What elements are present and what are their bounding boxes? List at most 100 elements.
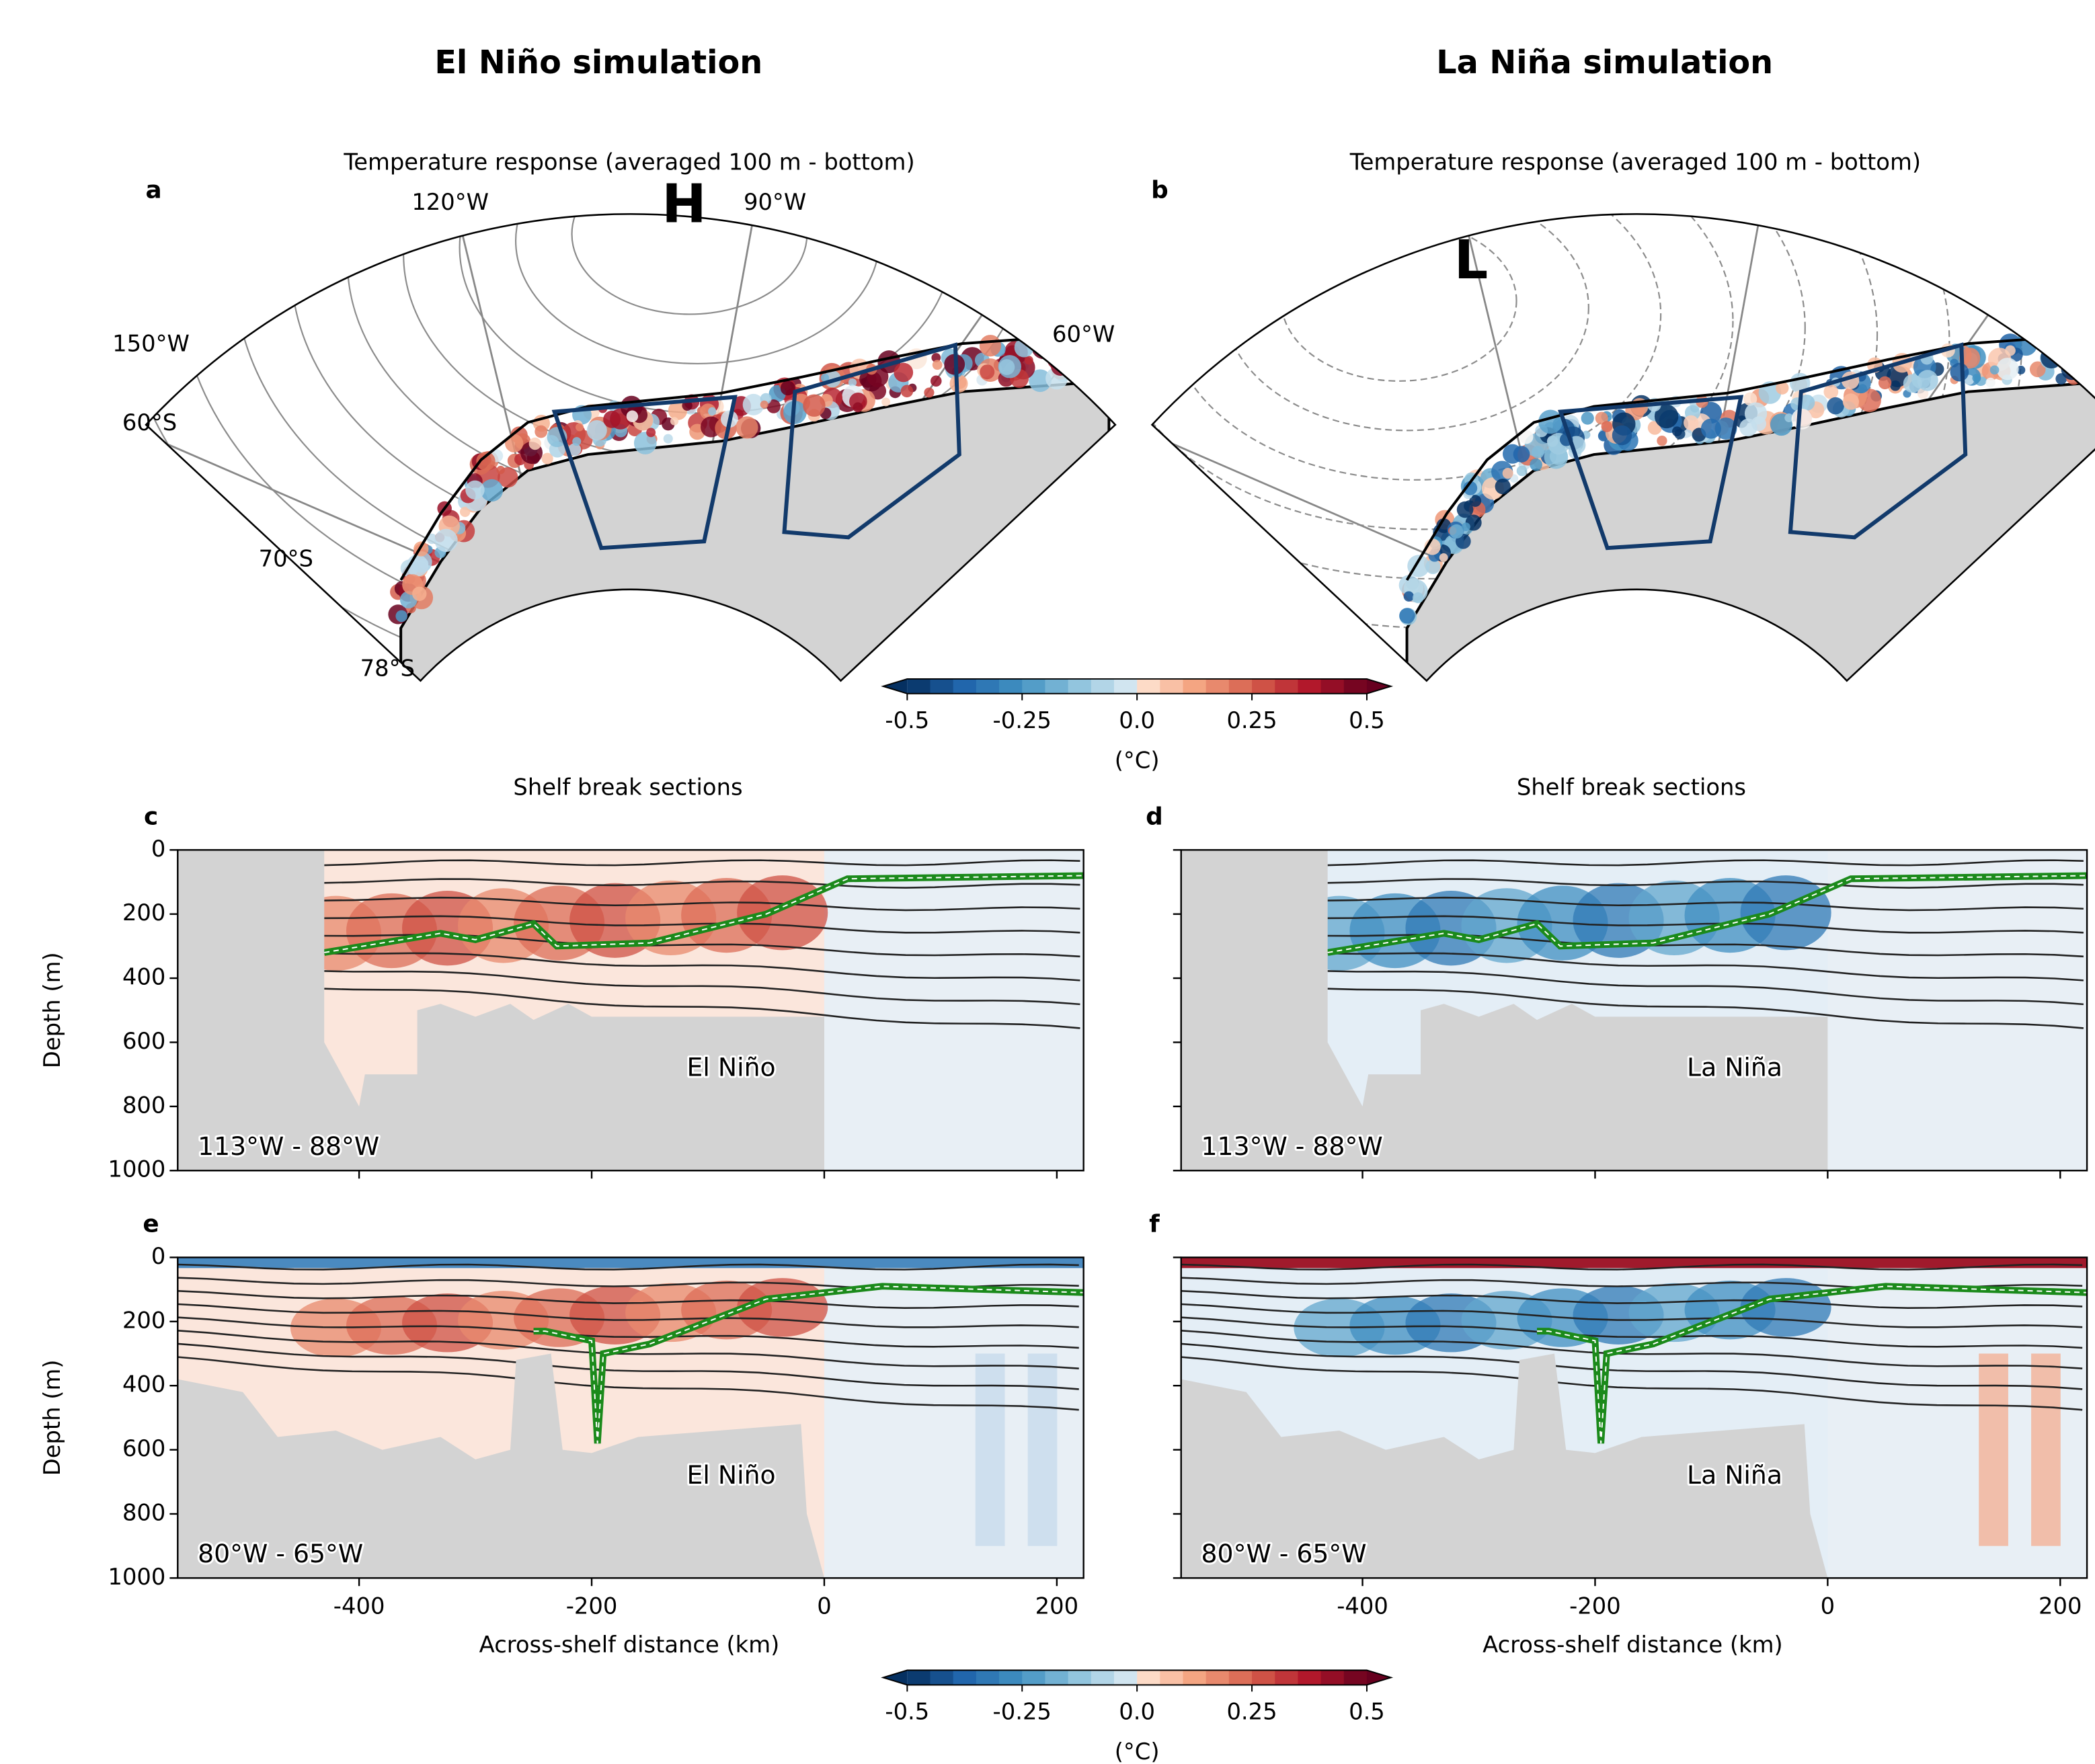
section xyxy=(1181,1257,2090,1578)
colorbar-tick-label: 0.25 xyxy=(1226,1699,1277,1725)
shelf-anomaly xyxy=(924,387,934,397)
x-tick-label: -400 xyxy=(1337,1593,1388,1619)
shelf-anomaly xyxy=(1972,374,1981,383)
colorbar-extend xyxy=(1367,679,1391,694)
colorbar-swatch xyxy=(1252,679,1275,694)
shelf-anomaly xyxy=(603,411,621,428)
colorbar-tick-label: 0.0 xyxy=(1119,707,1155,733)
shelf-anomaly xyxy=(1990,365,2000,374)
colorbar-tick-label: 0.25 xyxy=(1226,707,1277,733)
colorbar-swatch xyxy=(1091,679,1115,694)
colorbar-tick-label: 0.5 xyxy=(1349,707,1385,733)
x-tick-label: 0 xyxy=(1821,1593,1835,1619)
colorbar-swatch xyxy=(1206,1670,1230,1685)
shelf-anomaly xyxy=(980,335,1001,356)
shelf-anomaly xyxy=(412,587,426,601)
shelf-anomaly xyxy=(2071,337,2081,346)
surface xyxy=(177,1257,1083,1268)
pressure-center: H xyxy=(662,172,707,235)
pressure-center: L xyxy=(1454,229,1489,291)
x-tick-label: 200 xyxy=(2039,1593,2082,1619)
colorbar-tick-label: -0.5 xyxy=(885,707,929,733)
pressure-contour xyxy=(67,0,1456,759)
shelf-anomaly xyxy=(736,416,758,438)
shelf-anomaly xyxy=(1701,419,1721,439)
colorbar-swatch xyxy=(1022,1670,1045,1685)
offshore xyxy=(1827,850,2087,1170)
meridian-label: 60°W xyxy=(1052,321,1115,348)
colorbar-swatch xyxy=(1183,679,1207,694)
colorbar-extend xyxy=(1367,1670,1391,1685)
offshore xyxy=(824,850,1084,1170)
parallel-label: 78°S xyxy=(360,655,415,682)
map-title: Temperature response (averaged 100 m - b… xyxy=(343,149,914,175)
shelf-anomaly xyxy=(1823,385,1838,399)
shelf-anomaly xyxy=(894,363,913,383)
shelf-anomaly xyxy=(1495,479,1511,494)
shelf-anomaly xyxy=(670,417,678,425)
shelf-anomaly xyxy=(664,434,673,444)
map-title: Temperature response (averaged 100 m - b… xyxy=(1349,149,1921,175)
shelf-anomaly xyxy=(535,426,547,438)
shelf-anomaly xyxy=(1413,592,1423,603)
y-tick-label: 600 xyxy=(122,1435,165,1461)
colorbar-swatch xyxy=(976,1670,1000,1685)
colorbar-swatch xyxy=(1252,1670,1275,1685)
x-tick-label: 200 xyxy=(1035,1593,1078,1619)
colorbar-label: (°C) xyxy=(1115,1738,1160,1764)
y-axis-label: Depth (m) xyxy=(39,952,65,1068)
shelf-anomaly xyxy=(1581,412,1594,425)
shelf-anomaly xyxy=(2055,344,2073,362)
section-title: Shelf break sections xyxy=(513,774,742,800)
colorbar-swatch xyxy=(1298,1670,1321,1685)
colorbar-swatch xyxy=(907,679,931,694)
y-tick-label: 400 xyxy=(122,964,165,990)
shelf-anomaly xyxy=(1739,419,1757,437)
y-tick-label: 800 xyxy=(122,1499,165,1525)
section xyxy=(177,850,1086,1170)
shelf-anomaly xyxy=(496,466,504,474)
shelf-anomaly xyxy=(529,438,541,450)
y-tick-label: 200 xyxy=(122,899,165,926)
panel-label: f xyxy=(1149,1211,1160,1238)
x-axis-label: Across-shelf distance (km) xyxy=(1483,1632,1783,1658)
shelf-anomaly xyxy=(1065,355,1074,364)
anomaly xyxy=(1979,1353,2008,1546)
shelf-anomaly xyxy=(1950,363,1969,382)
shelf-anomaly xyxy=(1457,502,1474,518)
colorbar-swatch xyxy=(1160,1670,1183,1685)
shelf-anomaly xyxy=(1050,346,1063,360)
figure: Temperature response (averaged 100 m - b… xyxy=(0,0,2095,1764)
shelf-anomaly xyxy=(1450,524,1464,538)
shelf-anomaly xyxy=(1399,608,1415,623)
colorbar-swatch xyxy=(1298,679,1321,694)
section xyxy=(1181,850,2090,1170)
parallel-label: 60°S xyxy=(122,409,177,436)
anomaly xyxy=(1741,875,1831,950)
shelf-anomaly xyxy=(465,481,484,499)
colorbar-swatch xyxy=(999,1670,1023,1685)
region-label: 113°W - 88°W xyxy=(1201,1131,1383,1161)
shelf-anomaly xyxy=(1025,356,1033,364)
y-tick-label: 600 xyxy=(122,1028,165,1054)
shelf-anomaly xyxy=(2084,341,2095,359)
shelf-anomaly xyxy=(2005,346,2016,356)
y-tick-label: 0 xyxy=(151,1243,165,1269)
shelf-anomaly xyxy=(1080,348,1098,366)
colorbar-swatch xyxy=(1114,1670,1138,1685)
y-tick-label: 1000 xyxy=(108,1564,165,1590)
x-tick-label: -200 xyxy=(566,1593,618,1619)
shelf-anomaly xyxy=(1657,436,1667,446)
colorbar-tick-label: -0.25 xyxy=(993,1699,1052,1725)
shelf-anomaly xyxy=(1903,374,1922,393)
anomaly xyxy=(976,1353,1005,1546)
x-tick-label: -400 xyxy=(333,1593,385,1619)
shelf-anomaly xyxy=(1843,393,1859,409)
shelf-anomaly xyxy=(572,437,581,446)
shelf-anomaly xyxy=(2092,339,2095,350)
colorbar-swatch xyxy=(953,679,977,694)
panel-label: e xyxy=(143,1211,159,1238)
shelf-anomaly xyxy=(1047,347,1070,370)
shelf-anomaly xyxy=(1879,376,1891,389)
colorbar-swatch xyxy=(1045,679,1068,694)
